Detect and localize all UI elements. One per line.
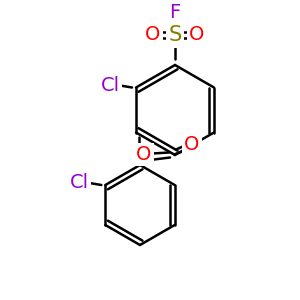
Text: O: O (136, 145, 152, 164)
Text: F: F (169, 4, 181, 22)
Text: Cl: Cl (70, 173, 89, 193)
Text: Cl: Cl (100, 76, 120, 95)
Text: O: O (145, 26, 161, 44)
Text: S: S (168, 25, 182, 45)
Text: O: O (189, 26, 205, 44)
Text: O: O (184, 135, 200, 154)
